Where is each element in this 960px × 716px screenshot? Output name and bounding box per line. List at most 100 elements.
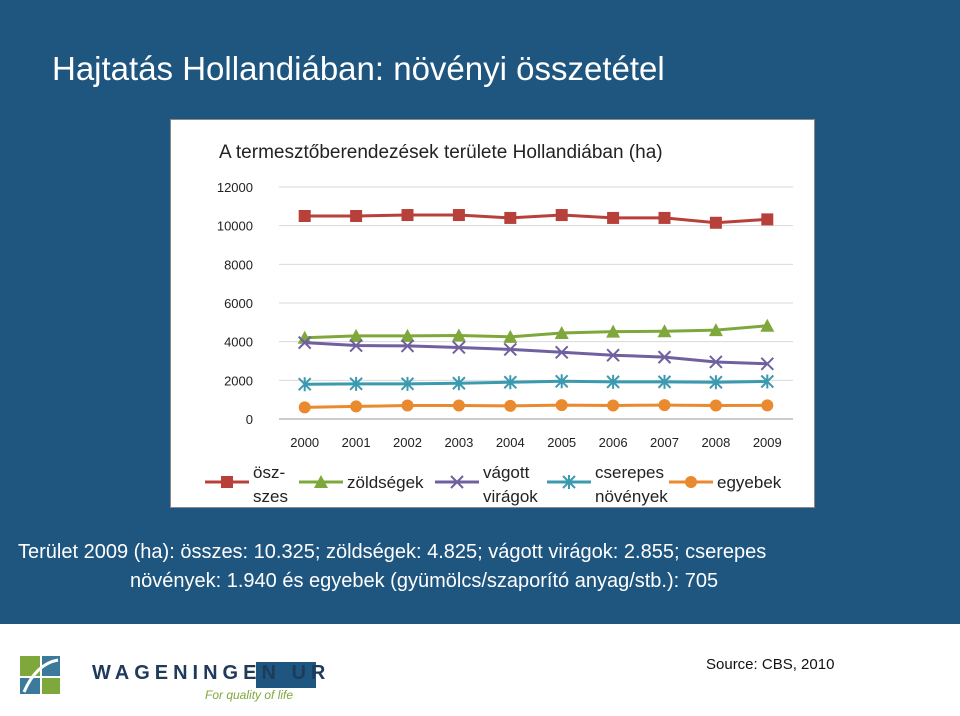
data-point (401, 399, 414, 412)
caption-line-1: Terület 2009 (ha): összes: 10.325; zölds… (18, 541, 767, 563)
data-point (760, 318, 775, 332)
data-point (400, 376, 415, 391)
chart-title: A termesztőberendezések területe Holland… (219, 142, 663, 163)
data-point (503, 342, 518, 357)
data-point (709, 399, 722, 412)
data-point (709, 355, 723, 369)
caption-line-2: növények: 1.940 és egyebek (gyümölcs/sza… (130, 570, 719, 592)
logo-mark-icon (20, 656, 60, 694)
legend-label: egyebek (717, 473, 782, 492)
data-point (400, 339, 415, 353)
legend-label: virágok (483, 487, 538, 506)
x-tick-label: 2007 (650, 435, 679, 450)
series-line (304, 379, 768, 386)
data-point (607, 211, 620, 224)
legend-label: szes (253, 487, 288, 506)
y-tick-label: 8000 (224, 257, 253, 272)
data-point (452, 209, 465, 222)
data-point (606, 348, 620, 362)
data-point (504, 399, 517, 412)
y-tick-label: 0 (246, 412, 253, 427)
x-tick-label: 2008 (701, 435, 730, 450)
data-point (685, 476, 697, 488)
legend-label: cserepes (595, 463, 664, 482)
data-point (314, 475, 328, 488)
data-point (451, 328, 466, 342)
area-caption: Terület 2009 (ha): összes: 10.325; zölds… (18, 538, 948, 596)
data-point (607, 399, 620, 412)
data-point (760, 374, 775, 389)
data-point (349, 328, 364, 342)
x-tick-label: 2005 (547, 435, 576, 450)
data-point (297, 377, 312, 392)
x-tick-label: 2002 (393, 435, 422, 450)
footer (0, 624, 960, 716)
y-tick-label: 10000 (217, 219, 253, 234)
data-point (554, 325, 569, 339)
series-line (304, 213, 768, 225)
x-tick-label: 2006 (599, 435, 628, 450)
y-tick-label: 2000 (224, 373, 253, 388)
data-point (452, 340, 466, 355)
data-point (562, 475, 576, 489)
data-point (503, 375, 518, 390)
data-point (297, 330, 312, 344)
data-point (350, 400, 363, 413)
data-point (708, 323, 723, 337)
chart-frame: A termesztőberendezések területe Holland… (170, 119, 815, 508)
data-point (554, 345, 569, 360)
data-point (452, 376, 466, 391)
data-point (761, 399, 774, 412)
data-point (658, 211, 671, 224)
logo-ur-box (256, 662, 316, 688)
x-tick-label: 2001 (342, 435, 371, 450)
data-point (401, 209, 414, 222)
source-note: Source: CBS, 2010 (706, 656, 835, 673)
legend-label: zöldségek (347, 473, 424, 492)
data-point (709, 375, 723, 390)
data-point (450, 475, 464, 489)
wageningen-logo (20, 656, 316, 694)
data-point (657, 350, 672, 364)
logo-tagline: For quality of life (205, 688, 294, 702)
y-tick-label: 6000 (224, 296, 253, 311)
data-point (349, 376, 363, 391)
data-point (298, 401, 311, 414)
x-tick-label: 2003 (444, 435, 473, 450)
series-line (304, 403, 768, 409)
data-point (606, 324, 621, 338)
data-point (350, 210, 363, 222)
legend-label: vágott (483, 463, 530, 482)
data-point (657, 324, 672, 338)
data-point (760, 357, 775, 371)
data-point (221, 476, 233, 488)
y-tick-label: 4000 (224, 335, 253, 350)
x-tick-label: 2000 (290, 435, 319, 450)
slide-title: Hajtatás Hollandiában: növényi összetéte… (52, 50, 665, 87)
data-point (503, 329, 518, 343)
data-point (452, 399, 465, 412)
data-point (349, 338, 363, 353)
logo-wordmark: WAGENINGEN UR (92, 662, 331, 684)
data-point (298, 210, 311, 222)
series-line (304, 341, 768, 366)
data-point (400, 328, 415, 342)
data-point (606, 374, 620, 389)
line-chart: 0 2000 4000 6000 8000 10000 12000 2000 2001 2002 2… (205, 180, 793, 506)
series-line (304, 324, 768, 340)
data-point (657, 374, 672, 389)
data-point (709, 216, 722, 229)
y-tick-label: 12000 (217, 180, 253, 195)
data-point (658, 399, 671, 412)
data-point (555, 399, 568, 412)
data-point (297, 335, 312, 350)
legend-label: ösz- (253, 463, 285, 482)
data-point (504, 211, 517, 224)
data-point (761, 213, 774, 226)
legend-label: növények (595, 487, 668, 506)
data-point (555, 209, 568, 222)
data-point (554, 374, 569, 389)
x-tick-label: 2009 (753, 435, 782, 450)
x-tick-label: 2004 (496, 435, 525, 450)
